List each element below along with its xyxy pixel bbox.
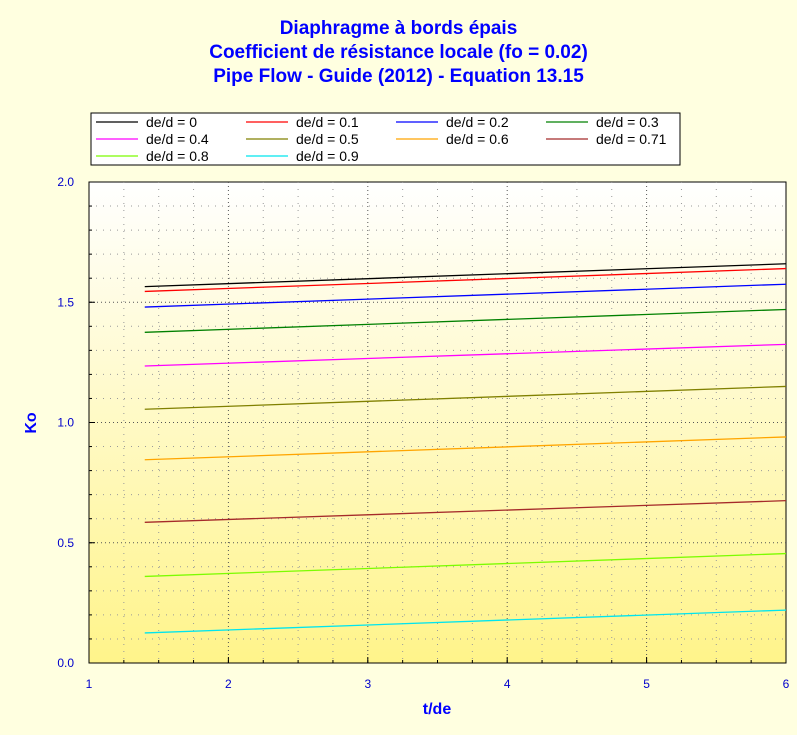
chart-title: Diaphragme à bords épais — [279, 18, 518, 39]
y-tick-label: 0.5 — [57, 536, 74, 550]
series-line — [144, 283, 787, 308]
x-tick-label: 1 — [86, 677, 93, 691]
x-tick-label: 2 — [225, 677, 232, 691]
x-tick-label: 5 — [643, 677, 650, 691]
legend: de/d = 0 de/d = 0.1 de/d = 0.2 de/d = 0.3de… — [90, 112, 681, 166]
legend-label: de/d = 0.3 — [596, 114, 659, 130]
y-tick-label: 1.5 — [57, 295, 74, 309]
legend-label: de/d = 0.6 — [446, 131, 509, 147]
series-line — [144, 343, 787, 367]
axes: 1 2 3 4 5 6 0.0 0.5 1.0 1.5 2.0 — [57, 175, 789, 691]
legend-label: de/d = 0.8 — [146, 148, 209, 164]
series-line — [144, 552, 787, 578]
y-tick-label: 2.0 — [57, 175, 74, 189]
series-line — [144, 500, 787, 523]
series-line — [144, 385, 787, 410]
y-tick-label: 0.0 — [57, 656, 74, 670]
legend-label: de/d = 0.9 — [296, 148, 359, 164]
legend-label: de/d = 0.71 — [596, 131, 667, 147]
grid — [89, 182, 786, 663]
series-line — [144, 267, 787, 293]
x-axis-label: t/de — [423, 701, 452, 718]
legend-label: de/d = 0 — [146, 114, 197, 130]
legend-label: de/d = 0.2 — [446, 114, 509, 130]
series-lines — [144, 263, 787, 634]
series-line — [144, 609, 787, 634]
x-tick-label: 3 — [364, 677, 371, 691]
chart-subtitle-1: Coefficient de résistance locale (fo = 0… — [209, 42, 588, 63]
series-line — [144, 308, 787, 333]
legend-label: de/d = 0.4 — [146, 131, 209, 147]
legend-label: de/d = 0.1 — [296, 114, 359, 130]
y-axis-label: Ko — [23, 412, 40, 434]
x-tick-label: 4 — [504, 677, 511, 691]
chart-subtitle-2: Pipe Flow - Guide (2012) - Equation 13.1… — [213, 66, 584, 87]
series-line — [144, 436, 787, 461]
series-line — [144, 263, 787, 288]
x-tick-label: 6 — [783, 677, 790, 691]
y-tick-label: 1.0 — [57, 416, 74, 430]
legend-label: de/d = 0.5 — [296, 131, 359, 147]
